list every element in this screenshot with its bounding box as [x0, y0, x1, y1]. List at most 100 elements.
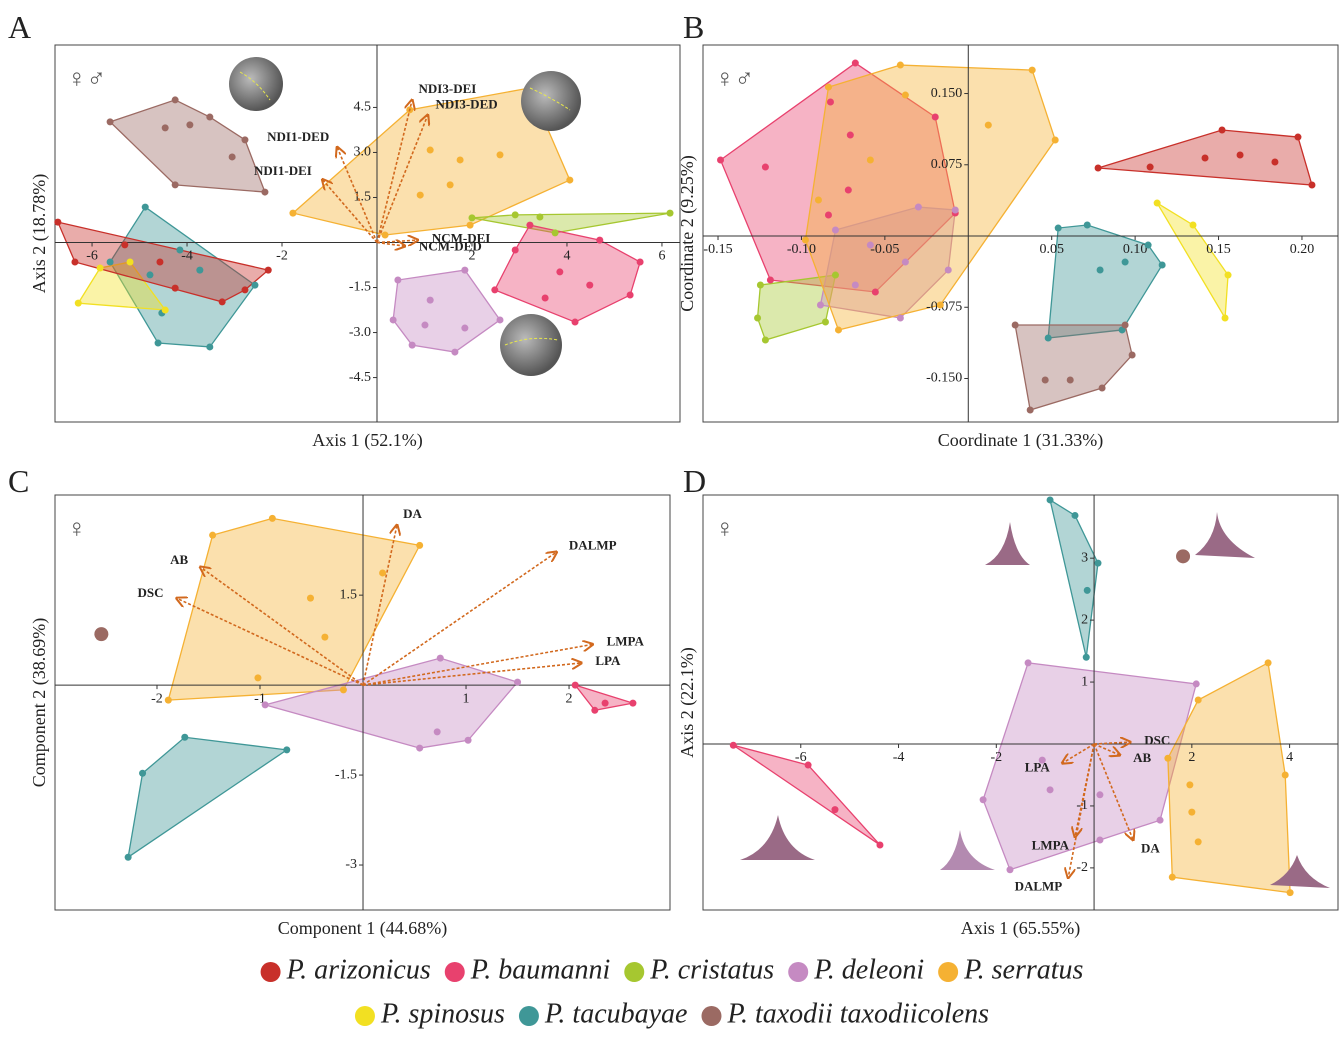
x-tick-label: -4 — [893, 750, 905, 765]
point — [251, 282, 258, 289]
point — [1099, 384, 1106, 391]
hull — [128, 737, 287, 857]
point — [937, 301, 944, 308]
point — [265, 267, 272, 274]
y-tick-label: 1.5 — [353, 190, 371, 205]
point — [831, 806, 838, 813]
point — [125, 854, 132, 861]
point — [637, 259, 644, 266]
point — [467, 222, 474, 229]
point — [254, 674, 261, 681]
point — [1195, 697, 1202, 704]
point — [1271, 159, 1278, 166]
point — [867, 157, 874, 164]
point — [1094, 560, 1101, 567]
point — [1129, 352, 1136, 359]
point — [1287, 889, 1294, 896]
vector-label: LMPA — [1032, 838, 1070, 853]
y-tick-label: -3.0 — [349, 325, 371, 340]
point — [1193, 680, 1200, 687]
point — [269, 515, 276, 522]
point — [416, 745, 423, 752]
x-tick-label: -2 — [276, 249, 288, 264]
point — [512, 247, 519, 254]
point — [1169, 874, 1176, 881]
point — [902, 259, 909, 266]
point — [421, 322, 428, 329]
point — [552, 229, 559, 236]
point — [261, 189, 268, 196]
point — [71, 259, 78, 266]
point — [416, 542, 423, 549]
point — [427, 297, 434, 304]
point — [1084, 587, 1091, 594]
x-tick-label: -2 — [990, 750, 1002, 765]
point — [1045, 335, 1052, 342]
point — [536, 213, 543, 220]
point — [1096, 837, 1103, 844]
x-tick-label: -6 — [795, 750, 807, 765]
hull — [1157, 203, 1228, 318]
point — [417, 192, 424, 199]
point — [307, 595, 314, 602]
point — [321, 634, 328, 641]
point — [75, 300, 82, 307]
x-axis-title: Axis 1 (65.55%) — [961, 918, 1081, 939]
point — [566, 177, 573, 184]
x-tick-label: 0.15 — [1206, 242, 1231, 257]
point — [867, 242, 874, 249]
point — [121, 241, 128, 248]
y-tick-label: 3 — [1081, 550, 1088, 565]
vector-label: DALMP — [569, 537, 617, 552]
point — [340, 686, 347, 693]
point — [491, 286, 498, 293]
point — [54, 219, 61, 226]
point — [142, 204, 149, 211]
point — [556, 268, 563, 275]
point — [1025, 659, 1032, 666]
point — [572, 319, 579, 326]
point — [1122, 259, 1129, 266]
vector-label: NCM-DED — [419, 238, 482, 253]
x-tick-label: -2 — [151, 691, 163, 706]
panel-letter: D — [683, 463, 706, 499]
point — [667, 210, 674, 217]
vector-label: NDI1-DED — [267, 129, 329, 144]
point — [172, 285, 179, 292]
point — [1154, 200, 1161, 207]
point — [835, 326, 842, 333]
point — [762, 337, 769, 344]
vector-label: AB — [170, 552, 188, 567]
hull — [495, 225, 640, 322]
vector-label: LMPA — [607, 634, 645, 649]
x-tick-label: 0.05 — [1039, 242, 1064, 257]
point — [845, 187, 852, 194]
point — [1308, 182, 1315, 189]
y-tick-label: 0.150 — [931, 86, 963, 101]
point — [196, 267, 203, 274]
point — [434, 728, 441, 735]
point — [852, 282, 859, 289]
point — [1159, 261, 1166, 268]
point — [427, 147, 434, 154]
x-tick-label: -0.05 — [870, 242, 899, 257]
point — [985, 122, 992, 129]
y-axis-title: Axis 2 (18.78%) — [29, 174, 50, 294]
legend-swatch — [355, 1006, 375, 1026]
point — [825, 212, 832, 219]
vector-label: DA — [1141, 840, 1160, 855]
hull — [1015, 325, 1132, 410]
point — [817, 301, 824, 308]
point — [827, 98, 834, 105]
point — [1145, 242, 1152, 249]
point — [596, 237, 603, 244]
point — [815, 197, 822, 204]
y-axis-title: Component 2 (38.69%) — [29, 618, 50, 787]
point — [97, 265, 104, 272]
point — [394, 277, 401, 284]
point — [94, 627, 108, 641]
point — [172, 96, 179, 103]
sex-symbol: ♀ — [715, 514, 735, 543]
point — [219, 298, 226, 305]
